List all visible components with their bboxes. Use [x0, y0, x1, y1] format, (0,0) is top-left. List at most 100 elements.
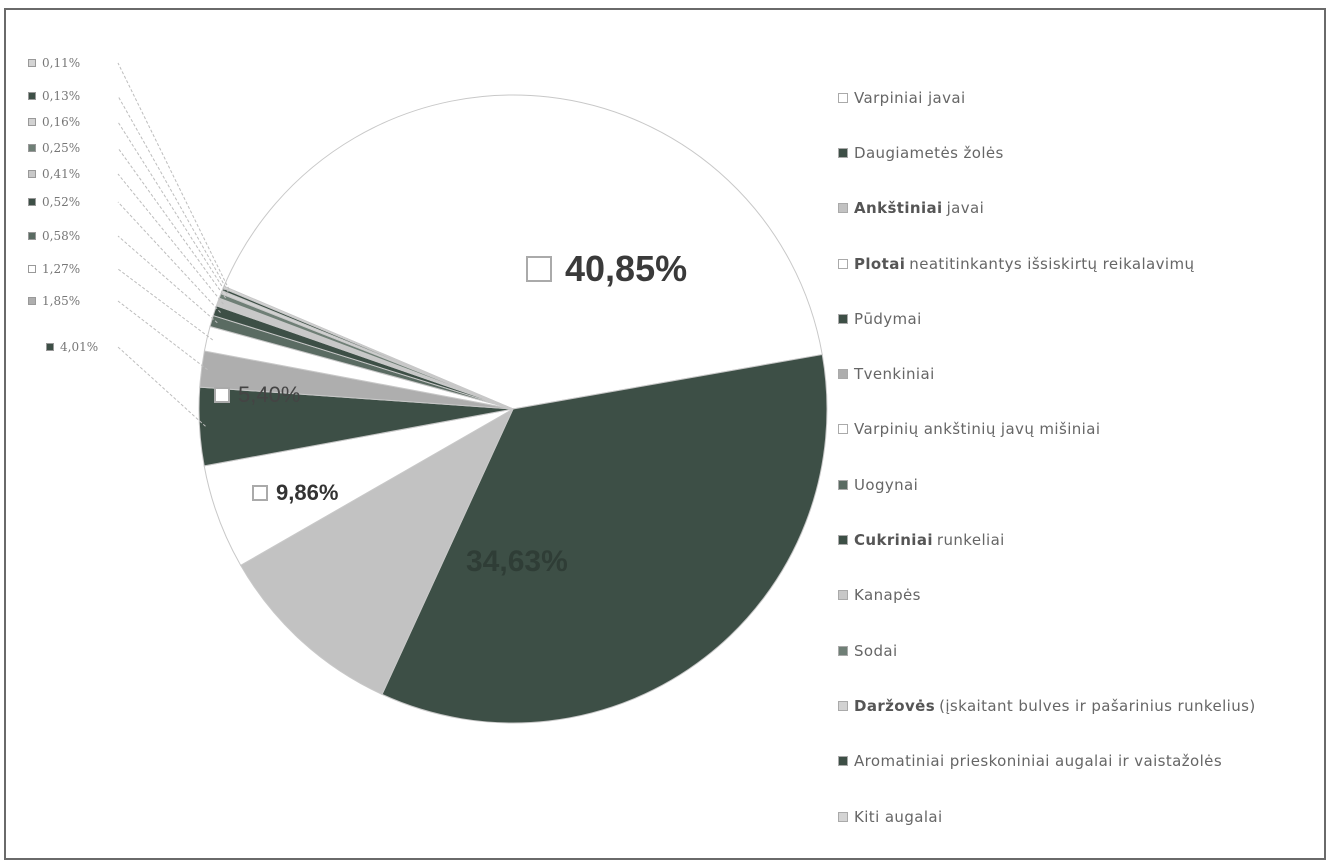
- data-label-text: 1,85%: [42, 294, 81, 308]
- data-label-text: 0,41%: [42, 167, 81, 181]
- data-label: 1,85%: [28, 294, 80, 308]
- legend-swatch: [838, 92, 848, 103]
- leader-line: [117, 62, 230, 290]
- leader-line: [117, 173, 224, 305]
- pie-slice: [223, 94, 823, 410]
- legend-item: Aromatiniai prieskoniniai augalai ir vai…: [838, 734, 1328, 789]
- legend-item: Varpiniai javai: [838, 70, 1328, 125]
- data-label: 40,85%: [526, 248, 687, 290]
- label-swatch: [28, 118, 36, 126]
- legend-label: Aromatiniai prieskoniniai augalai ir vai…: [854, 752, 1223, 771]
- legend-item: Pūdymai: [838, 291, 1328, 346]
- legend-swatch: [838, 369, 848, 380]
- legend-item: Ankštiniai javai: [838, 181, 1328, 236]
- data-label-text: 0,13%: [42, 89, 81, 103]
- data-label: 5,40%: [214, 382, 300, 408]
- legend-item: Kiti augalai: [838, 789, 1328, 844]
- legend-label: Varpinių ankštinių javų mišiniai: [854, 420, 1101, 439]
- legend-label-bold: Ankštiniai: [854, 199, 943, 218]
- data-label: 4,01%: [46, 340, 98, 354]
- legend-label: Tvenkiniai: [854, 365, 935, 384]
- data-label-text: 0,58%: [42, 229, 81, 243]
- data-label-text: 0,25%: [42, 141, 81, 155]
- data-label-text: 4,01%: [60, 340, 99, 354]
- legend-item: Sodai: [838, 623, 1328, 678]
- legend-swatch: [838, 535, 848, 546]
- legend-swatch: [838, 258, 848, 269]
- data-label-text: 0,16%: [42, 115, 81, 129]
- legend-label: Varpiniai javai: [854, 88, 966, 107]
- legend-label: Kiti augalai: [854, 807, 943, 826]
- data-label: 0,58%: [28, 229, 80, 243]
- pie-slice: [240, 407, 515, 696]
- leader-line: [117, 268, 214, 341]
- legend-label: Pūdymai: [854, 309, 922, 328]
- legend-swatch: [838, 645, 848, 656]
- legend-label: Daugiametės žolės: [854, 143, 1004, 162]
- legend-label-bold: Plotai: [854, 254, 906, 273]
- legend-label: Sodai: [854, 641, 898, 660]
- data-label: 1,27%: [28, 262, 80, 276]
- legend-label: Uogynai: [854, 475, 919, 494]
- data-label-text: 5,40%: [238, 382, 301, 407]
- label-swatch: [28, 198, 36, 206]
- legend-swatch: [838, 756, 848, 767]
- legend-label-bold: Daržovės: [854, 696, 936, 715]
- legend-item: Uogynai: [838, 457, 1328, 512]
- label-swatch: [28, 59, 36, 67]
- label-swatch: [28, 232, 36, 240]
- legend-item: Daržovės (įskaitant bulves ir pašarinius …: [838, 678, 1328, 733]
- legend-label: neatitinkantys išsiskirtų reikalavimų: [909, 254, 1195, 273]
- legend-swatch: [838, 203, 848, 214]
- leader-line: [117, 346, 206, 427]
- legend-item: Plotai neatitinkantys išsiskirtų reikalav…: [838, 236, 1328, 291]
- legend-item: Cukriniai runkeliai: [838, 512, 1328, 567]
- legend-label: (įskaitant bulves ir pašarinius runkeliu…: [939, 696, 1256, 715]
- data-label: 0,41%: [28, 167, 80, 181]
- data-label: 34,63%: [466, 545, 568, 579]
- legend-label: runkeliai: [936, 531, 1005, 550]
- leader-line: [117, 235, 218, 324]
- data-label: 0,25%: [28, 141, 80, 155]
- legend-swatch: [838, 590, 848, 601]
- legend: Varpiniai javai Daugiametės žolės Ankštini…: [838, 70, 1328, 844]
- legend-swatch: [838, 424, 848, 435]
- data-label-text: 0,11%: [42, 56, 81, 70]
- data-label-text: 1,27%: [42, 262, 81, 276]
- legend-item: Daugiametės žolės: [838, 125, 1328, 180]
- data-label-text: 34,63%: [466, 545, 568, 578]
- legend-label: Kanapės: [854, 586, 921, 605]
- data-label: 0,13%: [28, 89, 80, 103]
- data-label: 0,52%: [28, 195, 80, 209]
- legend-swatch: [838, 147, 848, 158]
- data-label: 9,86%: [252, 480, 338, 506]
- legend-label: javai: [946, 199, 985, 218]
- data-label: 0,11%: [28, 56, 80, 70]
- data-label-text: 9,86%: [276, 480, 339, 505]
- leader-line: [117, 147, 227, 299]
- legend-swatch: [838, 313, 848, 324]
- legend-swatch: [838, 700, 848, 711]
- label-swatch: [252, 485, 268, 501]
- label-swatch: [28, 170, 36, 178]
- legend-item: Varpinių ankštinių javų mišiniai: [838, 402, 1328, 457]
- pie-slice: [381, 353, 828, 724]
- data-label-text: 0,52%: [42, 195, 81, 209]
- label-swatch: [28, 265, 36, 273]
- data-label-text: 40,85%: [565, 248, 688, 289]
- legend-swatch: [838, 479, 848, 490]
- legend-item: Tvenkiniai: [838, 346, 1328, 401]
- leader-line: [117, 95, 229, 293]
- leader-line: [117, 201, 221, 313]
- legend-swatch: [838, 811, 848, 822]
- label-swatch: [28, 297, 36, 305]
- leader-line: [117, 121, 228, 295]
- label-swatch: [28, 92, 36, 100]
- label-swatch: [28, 144, 36, 152]
- legend-label-bold: Cukriniai: [854, 531, 933, 550]
- label-swatch: [46, 343, 54, 351]
- label-swatch: [214, 387, 230, 403]
- leader-line: [117, 300, 208, 371]
- data-label: 0,16%: [28, 115, 80, 129]
